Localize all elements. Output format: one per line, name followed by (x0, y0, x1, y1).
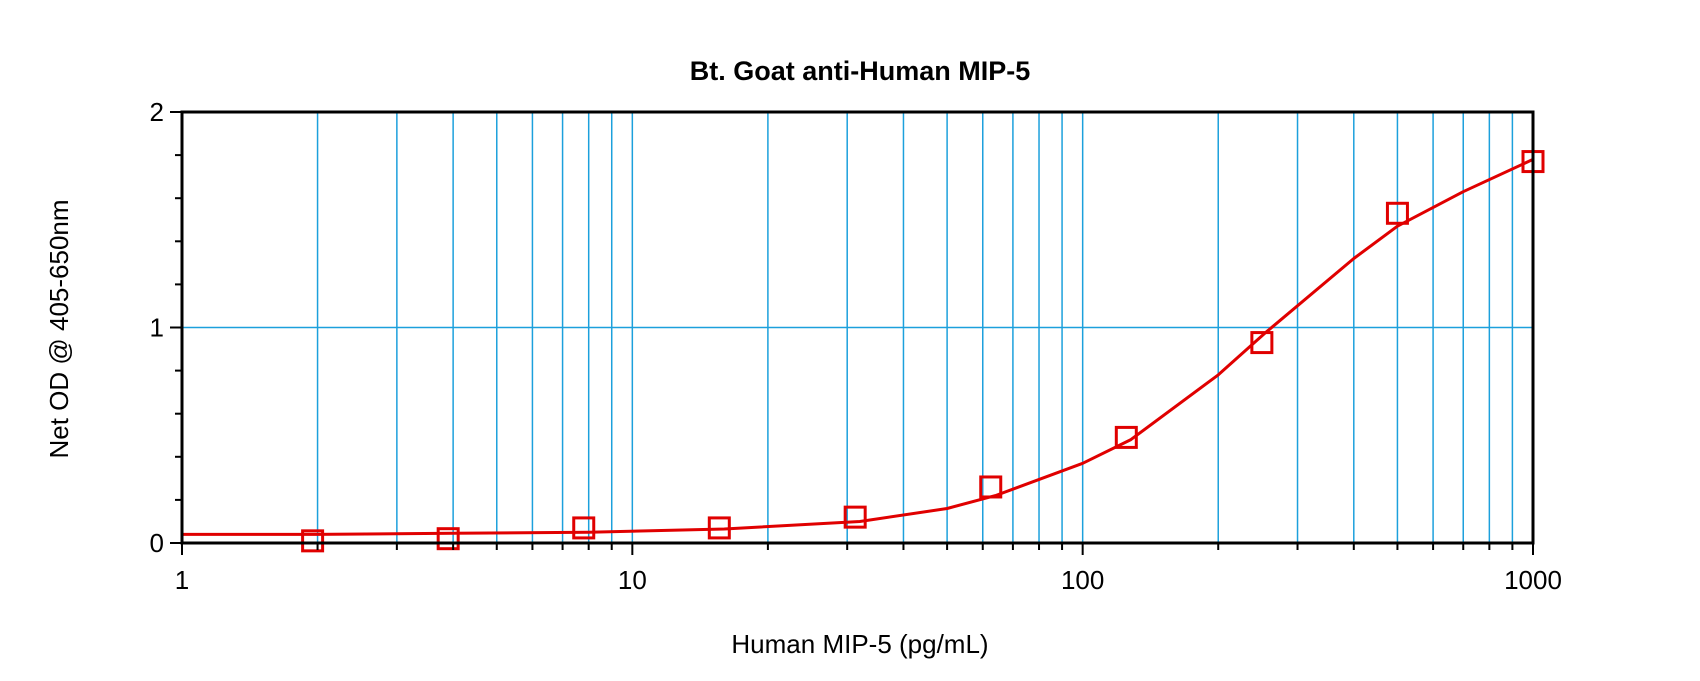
x-tick-label: 1 (175, 565, 189, 595)
data-point (979, 475, 1003, 499)
ticks-layer (170, 111, 1534, 555)
fit-curve (182, 158, 1534, 536)
data-points-layer (301, 150, 1545, 553)
x-tick-label: 1000 (1504, 565, 1562, 595)
y-axis-label: Net OD @ 405-650nm (44, 199, 74, 458)
fit-curve-layer (182, 158, 1534, 536)
data-point (707, 516, 731, 540)
data-point (1114, 425, 1138, 449)
x-tick-label: 10 (618, 565, 647, 595)
x-tick-label: 100 (1061, 565, 1104, 595)
grid-layer (182, 112, 1534, 543)
data-point (1250, 331, 1274, 355)
y-tick-label: 2 (150, 97, 164, 127)
data-point (436, 527, 460, 551)
data-point (301, 529, 325, 553)
data-point (1385, 201, 1409, 225)
data-point (843, 505, 867, 529)
x-axis-label: Human MIP-5 (pg/mL) (731, 629, 988, 659)
data-point (572, 516, 596, 540)
chart-title: Bt. Goat anti-Human MIP-5 (690, 56, 1031, 86)
y-tick-label: 1 (150, 313, 164, 343)
y-tick-label: 0 (150, 528, 164, 558)
